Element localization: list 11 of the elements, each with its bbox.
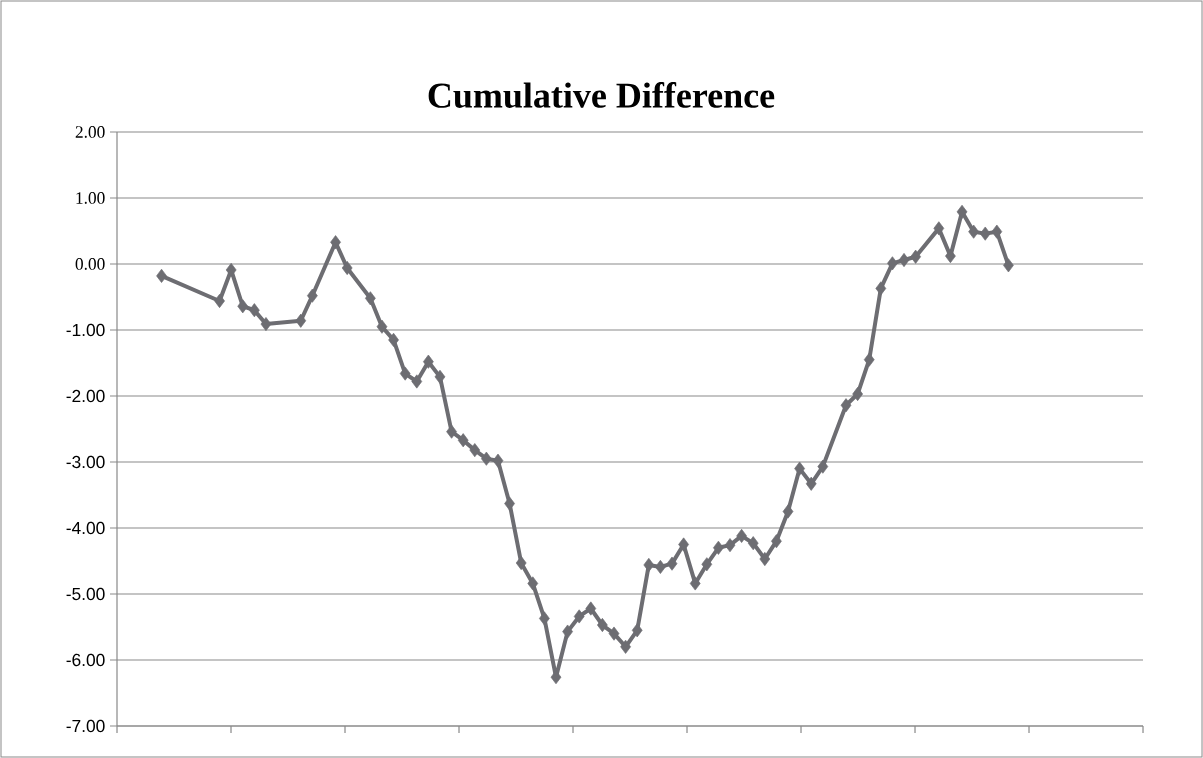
y-tick-label: -6.00 [66, 653, 105, 667]
y-tick-label: 1.00 [76, 192, 105, 204]
y-tick-label: 0.00 [75, 258, 105, 270]
y-tick-label: -1.00 [66, 323, 105, 337]
y-tick-label: -5.00 [66, 587, 105, 601]
y-tick-label: 2.00 [75, 126, 105, 138]
y-tick-label: -4.00 [66, 521, 105, 535]
chart-title: Cumulative Difference [428, 82, 775, 108]
y-tick-label: -7.00 [66, 719, 105, 733]
y-tick-label: -2.00 [66, 389, 105, 403]
y-tick-label: -3.00 [66, 455, 105, 469]
